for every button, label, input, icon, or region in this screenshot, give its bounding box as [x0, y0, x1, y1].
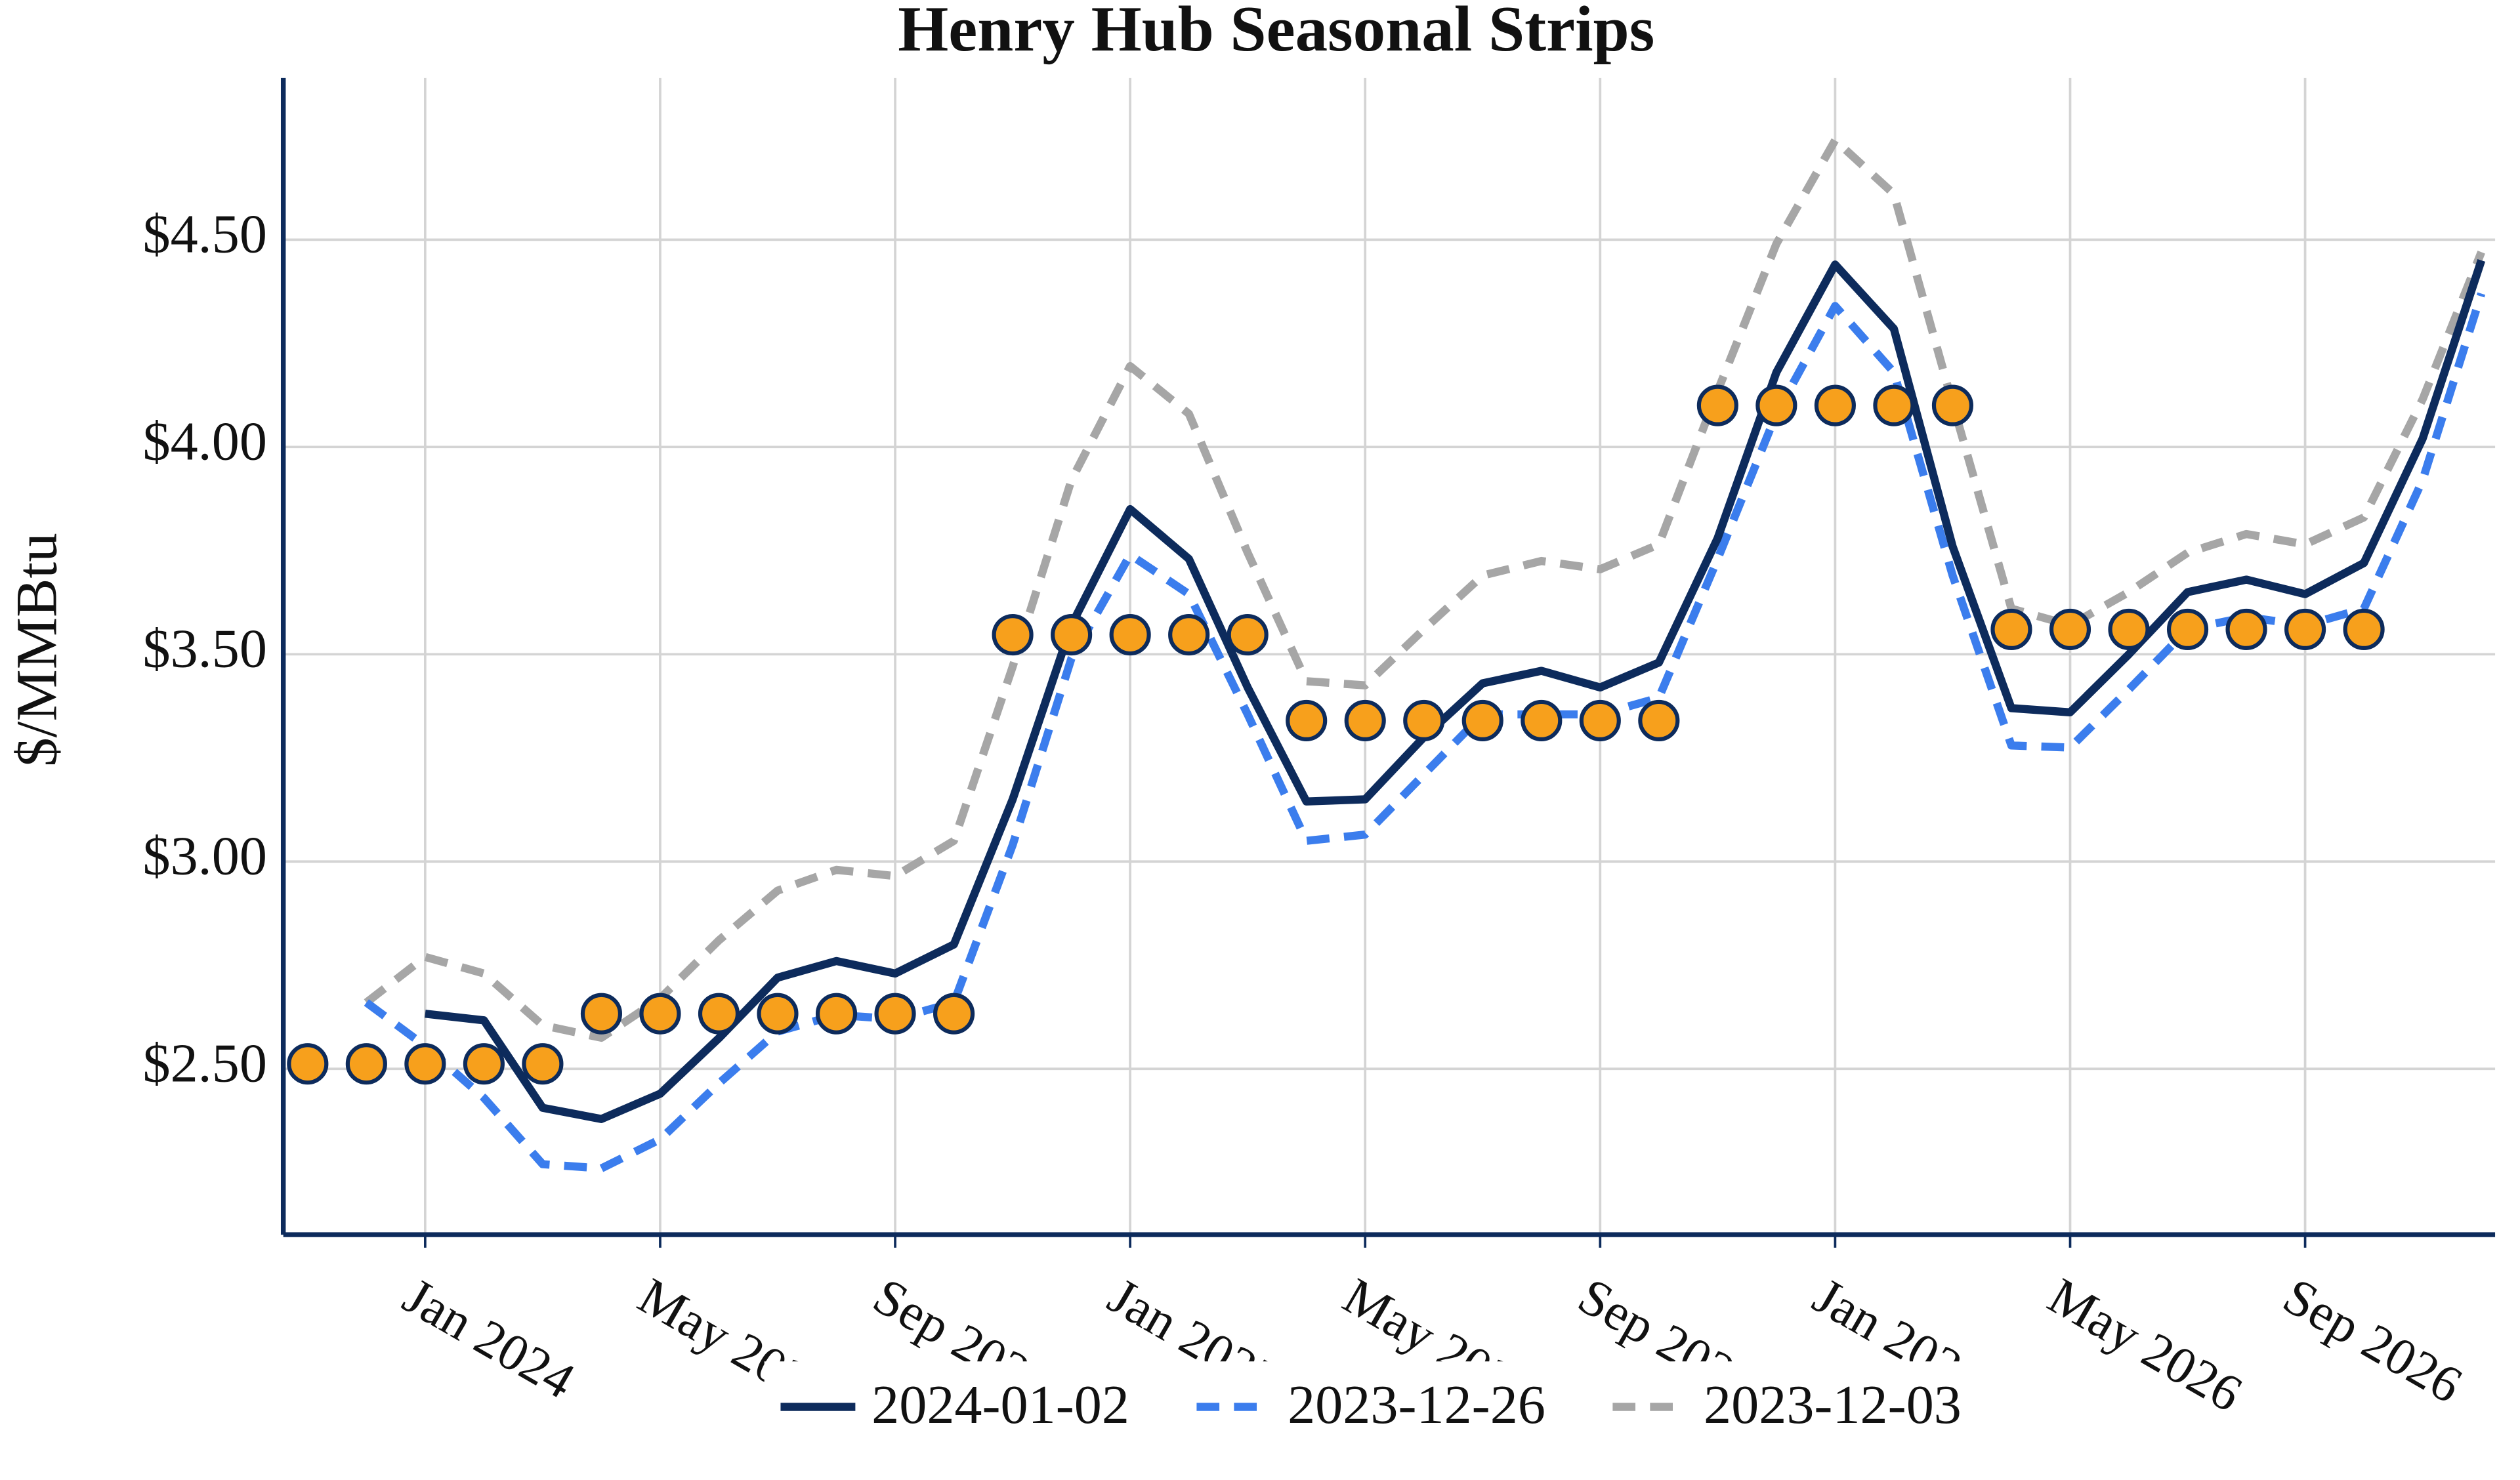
strip-marker: [1638, 699, 1680, 741]
x-tick-label: May 2026: [2039, 1267, 2252, 1423]
strip-marker: [2049, 608, 2091, 650]
strip-marker: [815, 993, 858, 1035]
strip-marker: [1873, 384, 1915, 426]
strip-marker: [639, 993, 681, 1035]
strip-marker: [463, 1043, 505, 1085]
legend-label: 2023-12-26: [1288, 1374, 1545, 1435]
strip-marker: [2343, 608, 2385, 650]
strip-marker: [2166, 608, 2209, 650]
strip-marker: [580, 993, 623, 1035]
y-tick-label: $3.00: [142, 826, 266, 887]
strip-marker: [1521, 699, 1563, 741]
strip-marker: [345, 1043, 387, 1085]
strip-marker: [2108, 608, 2150, 650]
series-line: [425, 258, 2486, 1123]
strip-marker: [404, 1043, 446, 1085]
y-axis-label: $/MMBtu: [5, 533, 70, 767]
strip-marker: [1344, 699, 1386, 741]
strip-marker: [1696, 384, 1738, 426]
legend: 2024-01-02 2023-12-26 2023-12-03: [764, 1361, 2032, 1459]
legend-label: 2023-12-03: [1704, 1374, 1962, 1435]
strip-marker: [1461, 699, 1503, 741]
strip-marker: [1109, 614, 1151, 656]
y-tick-label: $2.50: [142, 1033, 266, 1094]
strip-marker: [874, 993, 916, 1035]
strip-marker: [1168, 614, 1210, 656]
y-tick-label: $3.50: [142, 619, 266, 680]
legend-label: 2024-01-02: [872, 1374, 1129, 1435]
strip-marker: [1990, 608, 2032, 650]
series-line: [364, 136, 2485, 1042]
strip-marker: [1227, 614, 1269, 656]
x-tick-label: Jan 2024: [394, 1267, 584, 1410]
strip-marker: [287, 1043, 329, 1085]
strip-marker: [698, 993, 740, 1035]
strip-marker: [1286, 699, 1328, 741]
strip-marker: [1579, 699, 1621, 741]
chart-title: Henry Hub Seasonal Strips: [898, 0, 1654, 65]
strip-marker: [1931, 384, 1974, 426]
y-tick-label: $4.00: [142, 411, 266, 472]
strip-marker: [2225, 608, 2267, 650]
y-tick-label: $4.50: [142, 204, 266, 265]
strip-marker: [2284, 608, 2326, 650]
strip-marker: [1403, 699, 1445, 741]
strip-marker: [992, 614, 1034, 656]
strip-marker: [1051, 614, 1093, 656]
legend-bg: [764, 1361, 2032, 1459]
strip-marker: [1814, 384, 1856, 426]
x-tick-label: Sep 2026: [2274, 1267, 2471, 1414]
strip-marker: [1755, 384, 1797, 426]
strip-marker: [757, 993, 799, 1035]
strip-marker: [522, 1043, 564, 1085]
strip-marker: [933, 993, 975, 1035]
